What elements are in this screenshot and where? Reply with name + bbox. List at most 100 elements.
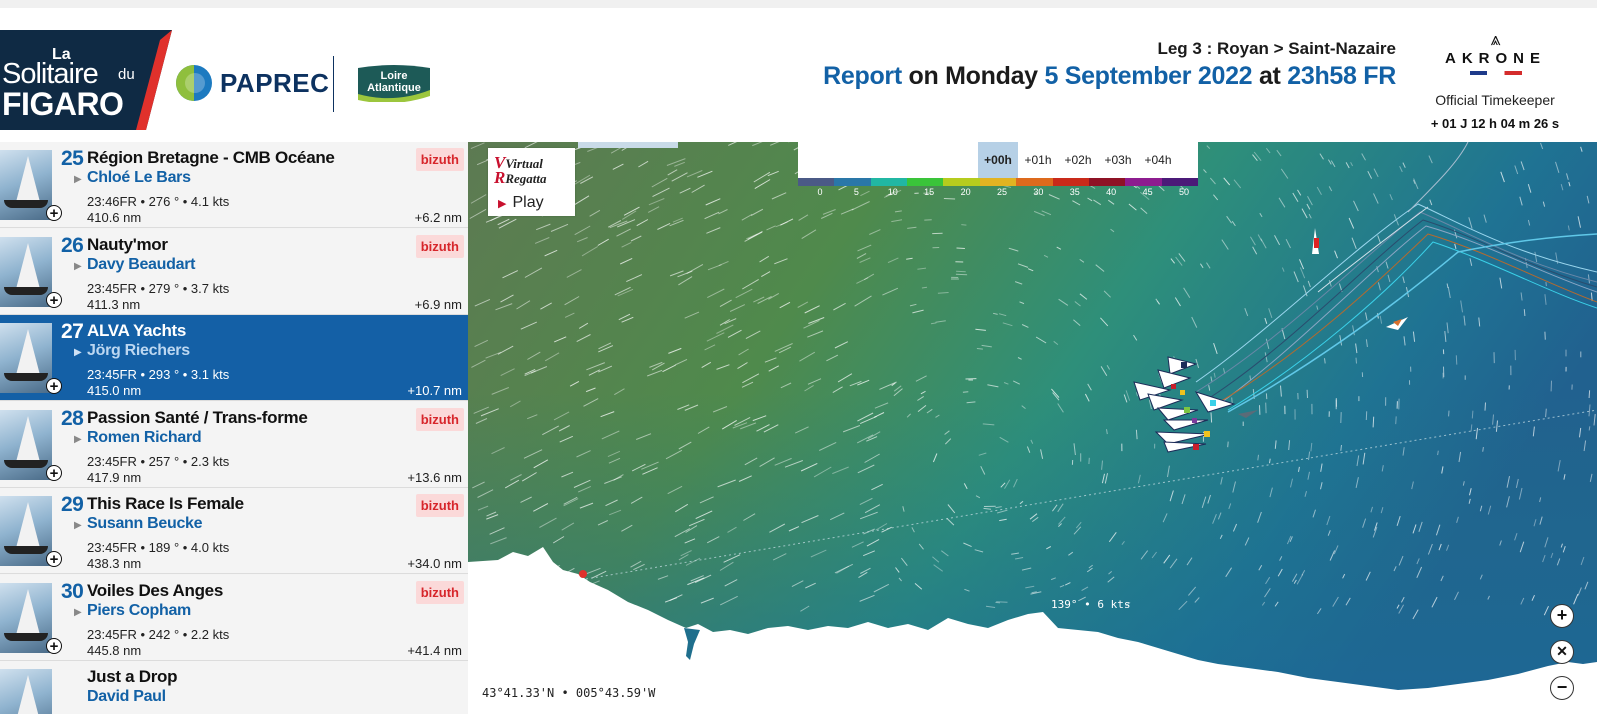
ranking-entry[interactable]: Just a Drop David Paul xyxy=(0,661,468,714)
ranking-entry[interactable]: +28 Passion Santé / Trans-forme ▶ Romen Ric… xyxy=(0,401,468,488)
boat-icons[interactable] xyxy=(1133,228,1408,453)
wind-particle xyxy=(718,260,729,267)
wind-particle xyxy=(1139,191,1150,200)
skipper-name[interactable]: Davy Beaudart xyxy=(87,255,196,273)
wind-scale-swatch xyxy=(870,178,908,186)
virtual-regatta-panel[interactable]: VVirtual RRegatta ▶ Play xyxy=(488,148,575,216)
boat-name: Région Bretagne - CMB Océane xyxy=(87,148,335,167)
wind-particle xyxy=(834,341,849,349)
skipper-name[interactable]: Susann Beucke xyxy=(87,515,203,532)
wind-particle xyxy=(1545,282,1547,287)
race-map[interactable]: VVirtual RRegatta ▶ Play +00h +01h +02h +03h… xyxy=(468,142,1597,714)
wind-particle xyxy=(1019,301,1025,305)
wind-particle xyxy=(1228,503,1232,510)
wind-particle xyxy=(932,556,940,563)
ranking-entry[interactable]: +26 Nauty'mor ▶ Davy Beaudart 23:45FR • 279 … xyxy=(0,228,468,315)
ranking-entry[interactable]: +29 This Race Is Female ▶ Susann Beucke 23:4… xyxy=(0,488,468,574)
wind-particle xyxy=(569,380,580,387)
wind-particle xyxy=(1373,193,1379,204)
position-stats: 23:45FR • 242 ° • 2.2 kts xyxy=(87,626,230,642)
time-tab[interactable]: +04h xyxy=(1144,153,1172,167)
wind-particle xyxy=(1048,194,1060,200)
finish-marker[interactable] xyxy=(579,570,587,578)
ranking-entry[interactable]: +25 Région Bretagne - CMB Océane ▶ Chloé Le… xyxy=(0,142,468,228)
add-boat-button[interactable]: + xyxy=(46,205,62,221)
wind-particle xyxy=(641,461,659,470)
loire-atlantique-logo[interactable]: Loire Atlantique xyxy=(354,64,434,104)
boat-photo xyxy=(0,323,52,393)
wind-particle xyxy=(688,518,705,527)
wind-particle xyxy=(1446,283,1449,289)
time-tab[interactable]: +00h xyxy=(978,142,1018,178)
skipper-name[interactable]: Romen Richard xyxy=(87,428,202,446)
wind-particle xyxy=(667,485,683,495)
wind-particle xyxy=(718,209,728,215)
time-tab[interactable]: +02h xyxy=(1064,153,1092,167)
skipper-name[interactable]: Chloé Le Bars xyxy=(87,169,191,186)
wind-particle xyxy=(1108,571,1113,575)
wind-particle xyxy=(1462,481,1465,486)
wind-particle xyxy=(1210,376,1213,382)
wind-particle xyxy=(1029,513,1038,520)
wind-particle xyxy=(1135,392,1139,397)
wind-particle xyxy=(1292,192,1299,202)
wind-particle xyxy=(1389,194,1393,201)
wind-particle xyxy=(1380,507,1384,514)
wind-particle xyxy=(985,605,996,608)
zoom-in-button[interactable]: + xyxy=(1550,604,1574,628)
wind-particle xyxy=(1186,557,1193,566)
wind-map[interactable] xyxy=(468,142,1597,714)
add-boat-button[interactable]: + xyxy=(46,551,62,567)
add-boat-button[interactable]: + xyxy=(46,464,62,481)
wind-particle xyxy=(1396,604,1400,609)
wind-particle xyxy=(1021,324,1029,328)
skipper-name[interactable]: Piers Copham xyxy=(87,601,191,619)
wind-particle xyxy=(585,387,596,393)
wind-particle xyxy=(1400,596,1405,603)
wind-particle xyxy=(1068,551,1074,556)
wind-particle xyxy=(902,506,905,512)
skipper-name[interactable]: Jörg Riechers xyxy=(87,342,190,359)
wind-particle xyxy=(1169,558,1178,569)
wind-particle xyxy=(1041,210,1052,216)
ranking-entry[interactable]: +30 Voiles Des Anges ▶ Piers Copham 23:45FR … xyxy=(0,574,468,661)
wind-particle xyxy=(856,434,874,444)
wind-particle xyxy=(1015,557,1024,560)
wind-particle xyxy=(857,379,870,386)
ranking-entry[interactable]: +27 ALVA Yachts ▶ Jörg Riechers 23:45FR • 29… xyxy=(0,315,468,401)
wind-particle xyxy=(667,169,678,176)
forecast-timeline[interactable]: +00h +01h +02h +03h +04h 0 5 10 15 20 25 30 35 40 45 5… xyxy=(798,142,1198,197)
close-button[interactable]: ✕ xyxy=(1550,640,1574,664)
add-boat-button[interactable]: + xyxy=(46,378,62,394)
time-tab[interactable]: +01h xyxy=(1024,153,1052,167)
wind-particle xyxy=(1458,451,1462,463)
wind-particle xyxy=(854,295,872,307)
wind-particle xyxy=(1427,543,1433,555)
wind-particle xyxy=(563,496,578,505)
zoom-out-button[interactable]: − xyxy=(1550,676,1574,700)
wind-particle xyxy=(1330,160,1336,168)
ranking-list[interactable]: +25 Région Bretagne - CMB Océane ▶ Chloé Le… xyxy=(0,142,468,714)
skipper-name[interactable]: David Paul xyxy=(87,688,166,705)
wind-particle xyxy=(1252,154,1258,162)
wind-particle xyxy=(600,411,615,418)
add-boat-button[interactable]: + xyxy=(46,291,62,308)
bizuth-badge: bizuth xyxy=(415,407,464,431)
wind-particle xyxy=(813,466,832,478)
wind-particle xyxy=(1058,523,1062,527)
wind-particle xyxy=(574,225,591,236)
wind-particle xyxy=(651,362,665,371)
wind-particle xyxy=(864,453,880,463)
cursor-coordinates: 43°41.33'N • 005°43.59'W xyxy=(480,686,658,700)
wind-particle xyxy=(780,382,792,389)
wind-particle xyxy=(530,366,548,374)
play-button[interactable]: ▶ Play xyxy=(498,194,544,212)
wind-particle xyxy=(1058,298,1069,306)
wind-particle xyxy=(1012,380,1021,385)
wind-particle xyxy=(1156,300,1161,305)
paprec-logo[interactable]: PAPREC xyxy=(176,65,329,101)
add-boat-button[interactable]: + xyxy=(46,637,62,654)
akrone-logo[interactable]: ⩓ AKRONE xyxy=(1433,30,1558,82)
solitaire-figaro-logo[interactable]: La Solitaire du FIGARO xyxy=(0,30,172,130)
time-tab[interactable]: +03h xyxy=(1104,153,1132,167)
